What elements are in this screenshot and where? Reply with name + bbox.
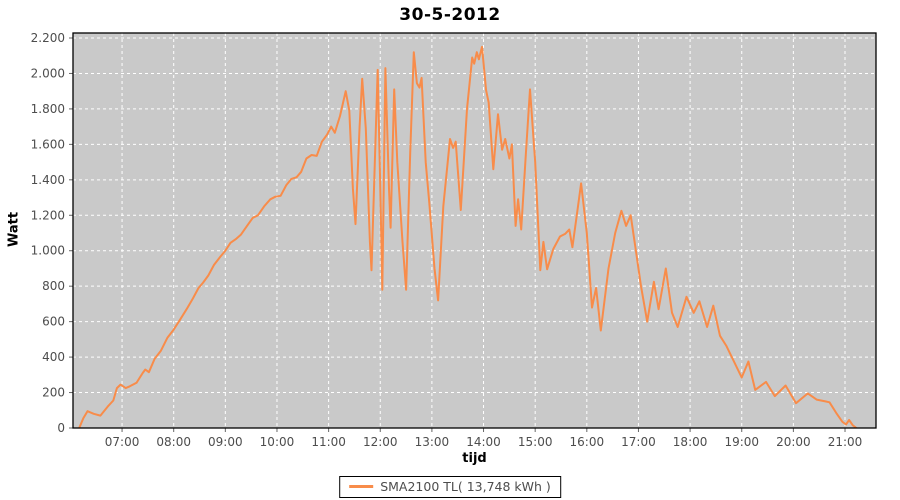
plot-background bbox=[73, 33, 876, 428]
svg-text:19:00: 19:00 bbox=[724, 435, 759, 449]
chart-title: 30-5-2012 bbox=[399, 5, 501, 25]
svg-text:1.400: 1.400 bbox=[31, 173, 65, 187]
svg-text:12:00: 12:00 bbox=[363, 435, 398, 449]
svg-text:200: 200 bbox=[42, 386, 65, 400]
svg-text:17:00: 17:00 bbox=[621, 435, 656, 449]
legend-line-swatch bbox=[349, 485, 374, 488]
plot-border bbox=[72, 32, 877, 429]
y-axis-title: Watt bbox=[6, 211, 22, 248]
svg-text:2.200: 2.200 bbox=[31, 31, 65, 45]
svg-text:1.000: 1.000 bbox=[31, 244, 65, 258]
svg-text:1.800: 1.800 bbox=[31, 102, 65, 116]
svg-text:0: 0 bbox=[57, 421, 65, 435]
svg-text:1.600: 1.600 bbox=[31, 137, 65, 151]
svg-text:10:00: 10:00 bbox=[260, 435, 295, 449]
svg-text:14:00: 14:00 bbox=[466, 435, 501, 449]
svg-text:09:00: 09:00 bbox=[208, 435, 243, 449]
x-axis-title: tijd bbox=[462, 451, 487, 466]
legend-label: SMA2100 TL( 13,748 kWh ) bbox=[380, 479, 551, 494]
svg-text:20:00: 20:00 bbox=[776, 435, 811, 449]
y-tick-labels: 0 200 400 600 800 1.000 1.200 1.400 1.600 1.800 2.… bbox=[31, 31, 65, 435]
svg-text:13:00: 13:00 bbox=[415, 435, 450, 449]
svg-text:1.200: 1.200 bbox=[31, 208, 65, 222]
svg-text:18:00: 18:00 bbox=[673, 435, 708, 449]
svg-text:400: 400 bbox=[42, 350, 65, 364]
svg-text:15:00: 15:00 bbox=[518, 435, 553, 449]
series-line bbox=[78, 45, 858, 428]
tick-marks bbox=[69, 37, 846, 432]
x-tick-labels: 07:00 08:00 09:00 10:00 11:00 12:00 13:00 14:00… bbox=[105, 435, 863, 449]
svg-text:800: 800 bbox=[42, 279, 65, 293]
legend: SMA2100 TL( 13,748 kWh ) bbox=[339, 476, 561, 498]
svg-text:16:00: 16:00 bbox=[570, 435, 605, 449]
svg-text:11:00: 11:00 bbox=[311, 435, 346, 449]
svg-text:07:00: 07:00 bbox=[105, 435, 140, 449]
gridlines bbox=[73, 33, 876, 428]
svg-text:2.000: 2.000 bbox=[31, 66, 65, 80]
svg-text:21:00: 21:00 bbox=[828, 435, 863, 449]
svg-text:600: 600 bbox=[42, 315, 65, 329]
svg-text:08:00: 08:00 bbox=[156, 435, 191, 449]
